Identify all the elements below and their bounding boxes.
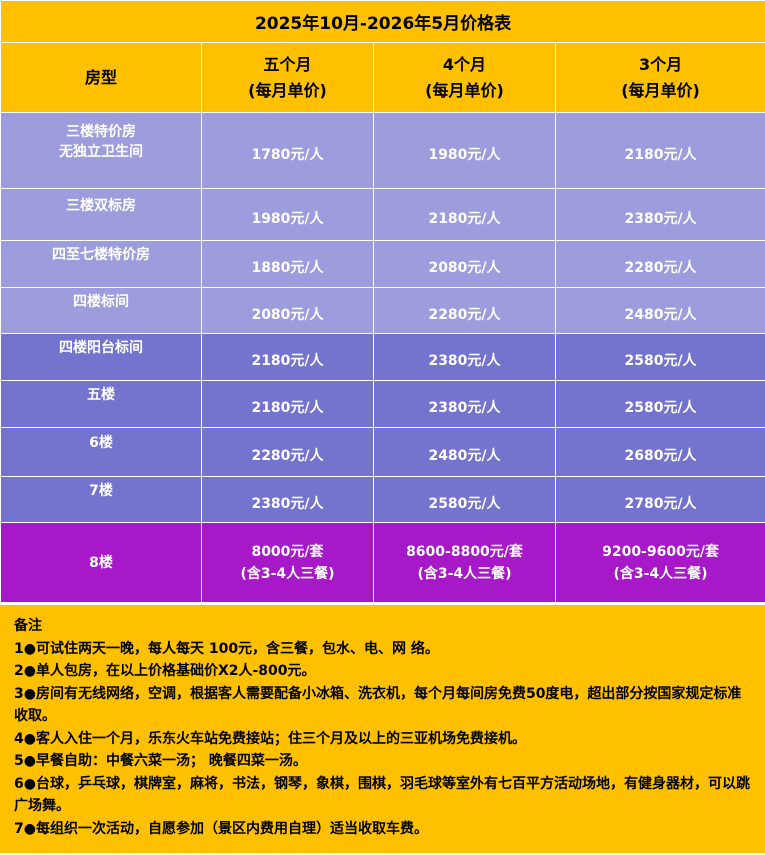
price-cell: 2480元/人 xyxy=(554,287,765,334)
price-cell: 8000元/套 (含3-4人三餐) xyxy=(201,522,374,603)
header-label: 3个月 xyxy=(638,54,683,74)
note-item: 3●房间有无线网络，空调，根据客人需要配备小冰箱、洗衣机，每个月每间房免费50度… xyxy=(14,685,742,725)
header-room: 房型 xyxy=(0,42,202,113)
table-row: 三楼特价房无独立卫生间 1780元/人 1980元/人 2180元/人 xyxy=(0,112,765,189)
header-5-months: 五个月 (每月单价) xyxy=(201,42,374,113)
note-item: 6●台球，乒乓球，棋牌室，麻将，书法，钢琴，象棋，围棋，羽毛球等室外有七百平方活… xyxy=(14,775,750,815)
price-cell: 1980元/人 xyxy=(201,188,374,241)
table-row: 四至七楼特价房 1880元/人 2080元/人 2280元/人 xyxy=(0,240,765,288)
price-cell: 2180元/人 xyxy=(373,188,556,241)
table-row: 7楼 2380元/人 2580元/人 2780元/人 xyxy=(0,476,765,523)
suite-price: 9200-9600元/套 xyxy=(602,543,719,560)
room-name: 五楼 xyxy=(0,380,202,428)
header-sub: (每月单价) xyxy=(425,80,504,100)
room-name: 6楼 xyxy=(0,427,202,477)
table-row: 6楼 2280元/人 2480元/人 2680元/人 xyxy=(0,427,765,477)
room-name: 8楼 xyxy=(0,522,202,603)
price-cell: 2280元/人 xyxy=(554,240,765,288)
table-row: 五楼 2180元/人 2380元/人 2580元/人 xyxy=(0,380,765,428)
price-cell: 2180元/人 xyxy=(201,380,374,428)
price-cell: 8600-8800元/套 (含3-4人三餐) xyxy=(373,522,556,603)
price-cell: 1980元/人 xyxy=(373,112,556,189)
suite-price: 8600-8800元/套 xyxy=(406,543,523,560)
price-cell: 2180元/人 xyxy=(554,112,765,189)
room-name-line: 三楼特价房 xyxy=(66,123,136,140)
table-title: 2025年10月-2026年5月价格表 xyxy=(0,0,765,43)
suite-note: (含3-4人三餐) xyxy=(417,565,512,582)
price-cell: 2080元/人 xyxy=(201,287,374,334)
notes-section: 备注 1●可试住两天一晚，每人每天 100元，含三餐，包水、电、网 络。 2●单… xyxy=(0,603,765,853)
room-name: 三楼特价房无独立卫生间 xyxy=(0,112,202,189)
suite-row: 8楼 8000元/套 (含3-4人三餐) 8600-8800元/套 (含3-4人三餐… xyxy=(0,522,765,603)
header-sub: (每月单价) xyxy=(248,80,327,100)
table-row: 四楼标间 2080元/人 2280元/人 2480元/人 xyxy=(0,287,765,334)
price-cell: 2580元/人 xyxy=(554,333,765,381)
room-name: 三楼双标房 xyxy=(0,188,202,241)
price-cell: 2380元/人 xyxy=(201,476,374,523)
price-cell: 2680元/人 xyxy=(554,427,765,477)
price-cell: 2080元/人 xyxy=(373,240,556,288)
note-item: 1●可试住两天一晚，每人每天 100元，含三餐，包水、电、网 络。 xyxy=(14,640,439,657)
header-sub: (每月单价) xyxy=(621,80,700,100)
suite-note: (含3-4人三餐) xyxy=(240,565,335,582)
note-item: 2●单人包房，在以上价格基础价X2人-800元。 xyxy=(14,663,316,679)
price-cell: 9200-9600元/套 (含3-4人三餐) xyxy=(554,522,765,603)
note-item: 5●早餐自助：中餐六菜一汤； 晚餐四菜一汤。 xyxy=(14,753,307,769)
price-cell: 2280元/人 xyxy=(373,287,556,334)
note-item: 4●客人入住一个月，乐东火车站免费接站；住三个月及以上的三亚机场免费接机。 xyxy=(14,730,526,747)
price-cell: 2380元/人 xyxy=(373,380,556,428)
header-3-months: 3个月 (每月单价) xyxy=(554,42,765,113)
price-cell: 2780元/人 xyxy=(554,476,765,523)
notes-heading: 备注 xyxy=(14,618,42,634)
price-cell: 2380元/人 xyxy=(373,333,556,381)
room-name: 四至七楼特价房 xyxy=(0,240,202,288)
header-label: 4个月 xyxy=(442,54,487,74)
room-name: 四楼阳台标间 xyxy=(0,333,202,381)
room-name: 四楼标间 xyxy=(0,287,202,334)
header-4-months: 4个月 (每月单价) xyxy=(373,42,556,113)
suite-price: 8000元/套 xyxy=(251,543,324,560)
header-label: 五个月 xyxy=(263,54,312,74)
price-table: 2025年10月-2026年5月价格表 房型 五个月 (每月单价) 4个月 (每月单… xyxy=(0,0,765,603)
price-cell: 1880元/人 xyxy=(201,240,374,288)
price-cell: 2180元/人 xyxy=(201,333,374,381)
header-row: 房型 五个月 (每月单价) 4个月 (每月单价) 3个月 (每月单价) xyxy=(0,42,765,113)
table-row: 四楼阳台标间 2180元/人 2380元/人 2580元/人 xyxy=(0,333,765,381)
room-name-line: 无独立卫生间 xyxy=(59,143,143,160)
room-name: 7楼 xyxy=(0,476,202,523)
price-cell: 2580元/人 xyxy=(554,380,765,428)
price-cell: 2280元/人 xyxy=(201,427,374,477)
price-cell: 1780元/人 xyxy=(201,112,374,189)
note-item: 7●每组织一次活动，自愿参加（景区内费用自理）适当收取车费。 xyxy=(14,820,428,837)
price-cell: 2580元/人 xyxy=(373,476,556,523)
price-cell: 2480元/人 xyxy=(373,427,556,477)
suite-note: (含3-4人三餐) xyxy=(613,565,708,582)
table-row: 三楼双标房 1980元/人 2180元/人 2380元/人 xyxy=(0,188,765,241)
price-cell: 2380元/人 xyxy=(554,188,765,241)
